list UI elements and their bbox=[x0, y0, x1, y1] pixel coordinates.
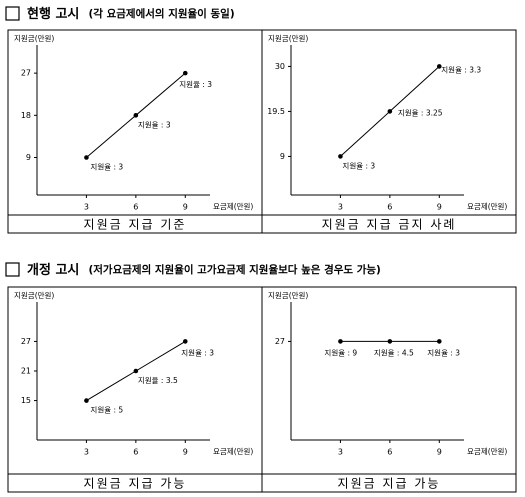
annotation: 지원율 : 3 bbox=[181, 348, 214, 357]
x-tick-label: 3 bbox=[84, 448, 89, 457]
x-tick-label: 3 bbox=[84, 203, 89, 212]
x-tick-label: 9 bbox=[183, 203, 188, 212]
point bbox=[387, 339, 393, 344]
point bbox=[182, 70, 188, 76]
point bbox=[133, 368, 139, 374]
x-axis-label: 요금제(만원) bbox=[467, 447, 507, 456]
x-tick-label: 9 bbox=[183, 448, 188, 457]
section-heading: 현행 고시 (각 요금제에서의 지원율이 동일) bbox=[27, 4, 235, 23]
x-axis-label: 요금제(만원) bbox=[213, 202, 253, 211]
point bbox=[387, 109, 393, 114]
annotation: 지원율 : 4.5 bbox=[374, 348, 414, 357]
panel-border bbox=[261, 286, 517, 493]
point bbox=[338, 339, 343, 344]
point bbox=[436, 339, 442, 344]
x-tick-label: 3 bbox=[338, 448, 343, 457]
x-tick-label: 6 bbox=[387, 448, 392, 457]
panel-border bbox=[261, 29, 517, 234]
caption: 지원금 지급 가능 bbox=[338, 477, 441, 491]
section-subtitle: (저가요금제의 지원율이 고가요금제 지원율보다 높은 경우도 가능) bbox=[88, 263, 380, 276]
annotation: 지원율 : 3 bbox=[427, 348, 460, 357]
point bbox=[84, 398, 89, 403]
y-tick-label: 30 bbox=[275, 62, 285, 71]
caption: 지원금 지급 금지 사례 bbox=[322, 218, 457, 232]
y-tick-label: 27 bbox=[21, 337, 31, 346]
x-tick-label: 6 bbox=[133, 448, 138, 457]
annotation: 지원율 : 5 bbox=[90, 406, 123, 415]
checkbox bbox=[5, 6, 20, 21]
point bbox=[182, 339, 188, 344]
x-tick-label: 6 bbox=[133, 203, 138, 212]
point bbox=[338, 154, 343, 159]
y-tick-label: 19.5 bbox=[267, 107, 285, 116]
y-axis-label: 지원금(만원) bbox=[14, 291, 54, 300]
y-axis-label: 지원금(만원) bbox=[14, 34, 54, 43]
panel-border bbox=[7, 286, 263, 493]
y-axis-label: 지원금(만원) bbox=[268, 291, 308, 300]
x-axis-label: 요금제(만원) bbox=[467, 202, 507, 211]
annotation: 지원율 : 3 bbox=[179, 80, 212, 89]
caption: 지원금 지급 가능 bbox=[84, 477, 187, 491]
annotation: 지원율 : 3 bbox=[138, 120, 171, 129]
x-axis-label: 요금제(만원) bbox=[213, 447, 253, 456]
section-subtitle: (각 요금제에서의 지원율이 동일) bbox=[88, 7, 234, 20]
caption: 지원금 지급 기준 bbox=[84, 218, 187, 232]
x-tick-label: 9 bbox=[437, 203, 442, 212]
y-tick-label: 21 bbox=[21, 367, 31, 376]
y-tick-label: 15 bbox=[21, 396, 31, 405]
section-heading: 개정 고시 (저가요금제의 지원율이 고가요금제 지원율보다 높은 경우도 가능… bbox=[27, 260, 381, 279]
y-axis-label: 지원금(만원) bbox=[268, 34, 308, 43]
x-tick-label: 9 bbox=[437, 448, 442, 457]
point bbox=[84, 155, 89, 160]
section-title: 개정 고시 bbox=[27, 262, 79, 278]
y-tick-label: 27 bbox=[21, 69, 31, 78]
annotation: 지원율 : 3 bbox=[342, 161, 375, 170]
x-tick-label: 3 bbox=[338, 203, 343, 212]
y-tick-label: 27 bbox=[275, 337, 285, 346]
annotation: 지원율 : 3.25 bbox=[398, 108, 443, 117]
checkbox bbox=[5, 262, 20, 277]
annotation: 지원율 : 3 bbox=[90, 163, 123, 172]
y-tick-label: 9 bbox=[26, 153, 31, 162]
y-tick-label: 18 bbox=[21, 111, 31, 120]
annotation: 지원율 : 9 bbox=[324, 348, 357, 357]
point bbox=[436, 64, 442, 69]
annotation: 지원율 : 3.5 bbox=[138, 376, 178, 385]
x-tick-label: 6 bbox=[387, 203, 392, 212]
point bbox=[133, 113, 139, 118]
annotation: 지원율 : 3.3 bbox=[441, 65, 481, 74]
section-title: 현행 고시 bbox=[27, 6, 79, 22]
y-tick-label: 9 bbox=[280, 152, 285, 161]
